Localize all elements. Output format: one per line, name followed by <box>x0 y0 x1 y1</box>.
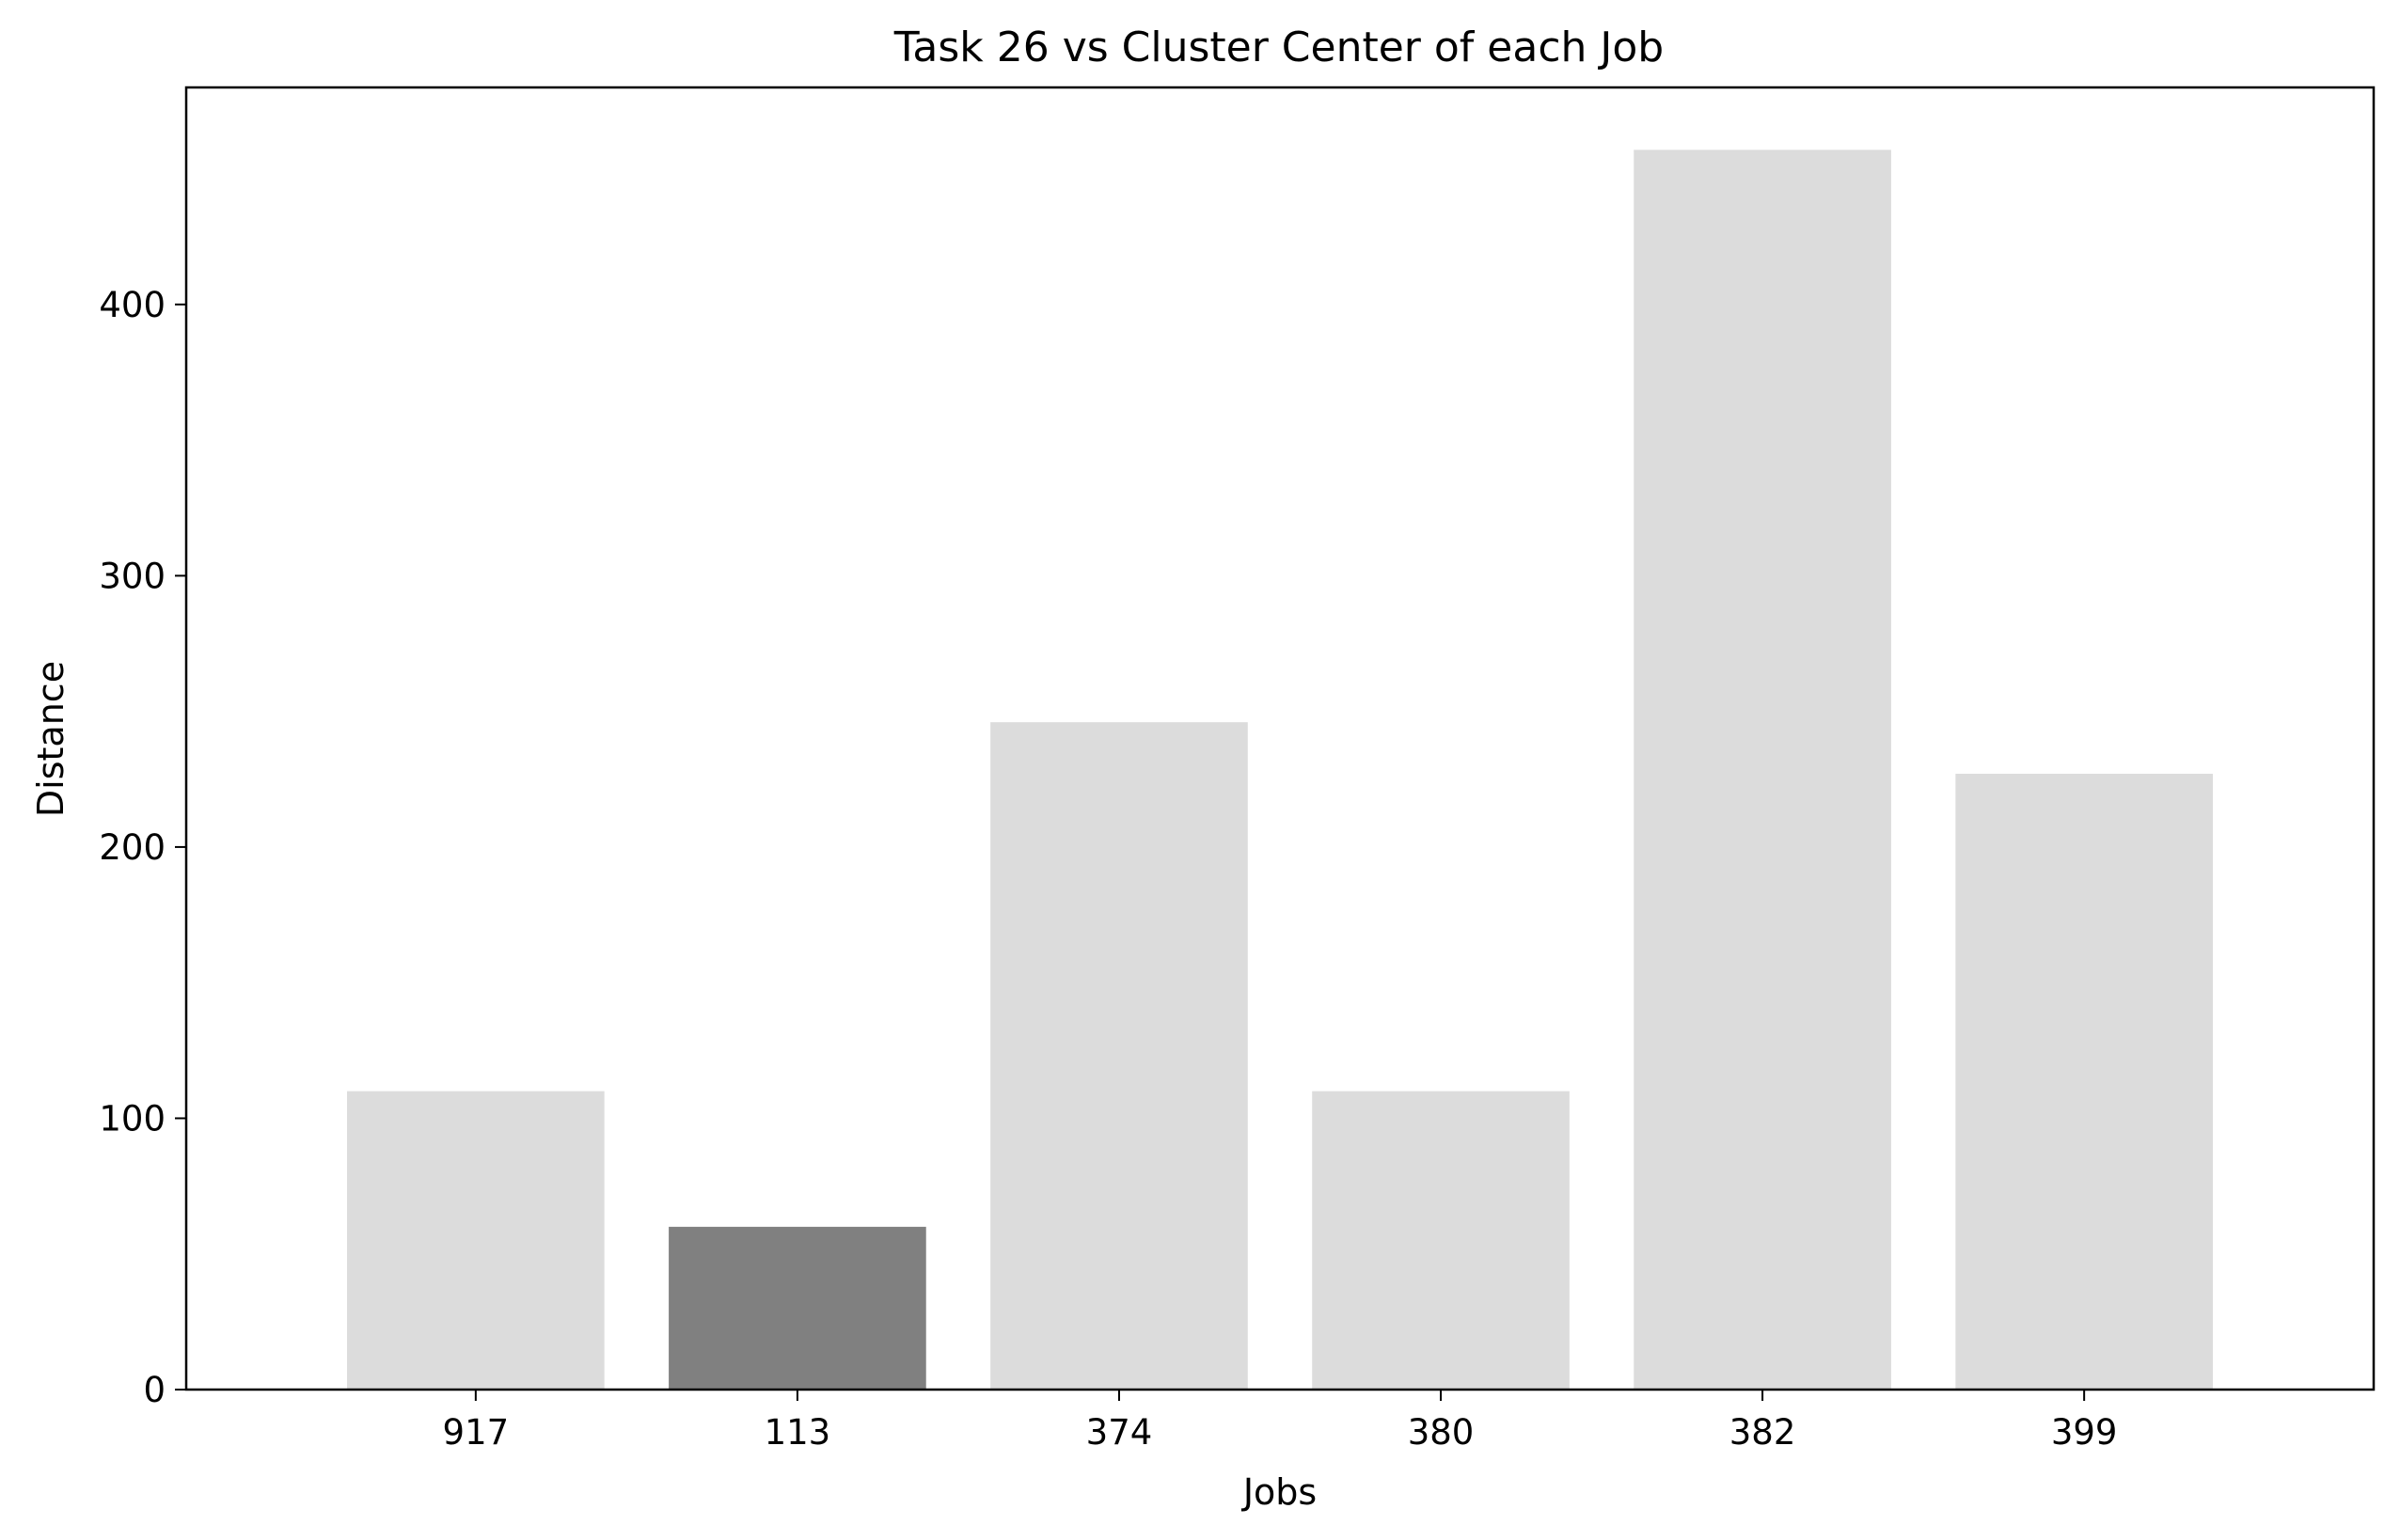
y-tick-label: 0 <box>143 1370 166 1410</box>
y-axis-ticks: 0 100 200 300 400 <box>99 285 186 1410</box>
x-tick-label: 399 <box>2051 1412 2118 1453</box>
x-tick-label: 917 <box>443 1412 510 1453</box>
bar-917 <box>347 1091 605 1390</box>
x-tick-label: 113 <box>765 1412 831 1453</box>
y-tick-label: 200 <box>99 827 166 868</box>
x-axis-ticks: 917 113 374 380 382 399 <box>443 1390 2118 1453</box>
x-axis-label: Jobs <box>1241 1471 1317 1513</box>
plot-frame <box>184 86 2376 1391</box>
chart-title: Task 26 vs Cluster Center of each Job <box>893 24 1664 71</box>
bar-113 <box>669 1226 926 1390</box>
x-tick-label: 374 <box>1086 1412 1153 1453</box>
y-tick-label: 300 <box>99 556 166 596</box>
bar-382 <box>1634 149 1891 1390</box>
x-tick-label: 380 <box>1408 1412 1475 1453</box>
y-tick-label: 100 <box>99 1098 166 1139</box>
y-tick-label: 400 <box>99 285 166 325</box>
bars-layer <box>347 149 2213 1390</box>
bar-374 <box>990 722 1248 1390</box>
x-tick-label: 382 <box>1729 1412 1796 1453</box>
bar-399 <box>1955 774 2213 1390</box>
y-axis-label: Distance <box>30 661 71 817</box>
bar-380 <box>1312 1091 1570 1390</box>
